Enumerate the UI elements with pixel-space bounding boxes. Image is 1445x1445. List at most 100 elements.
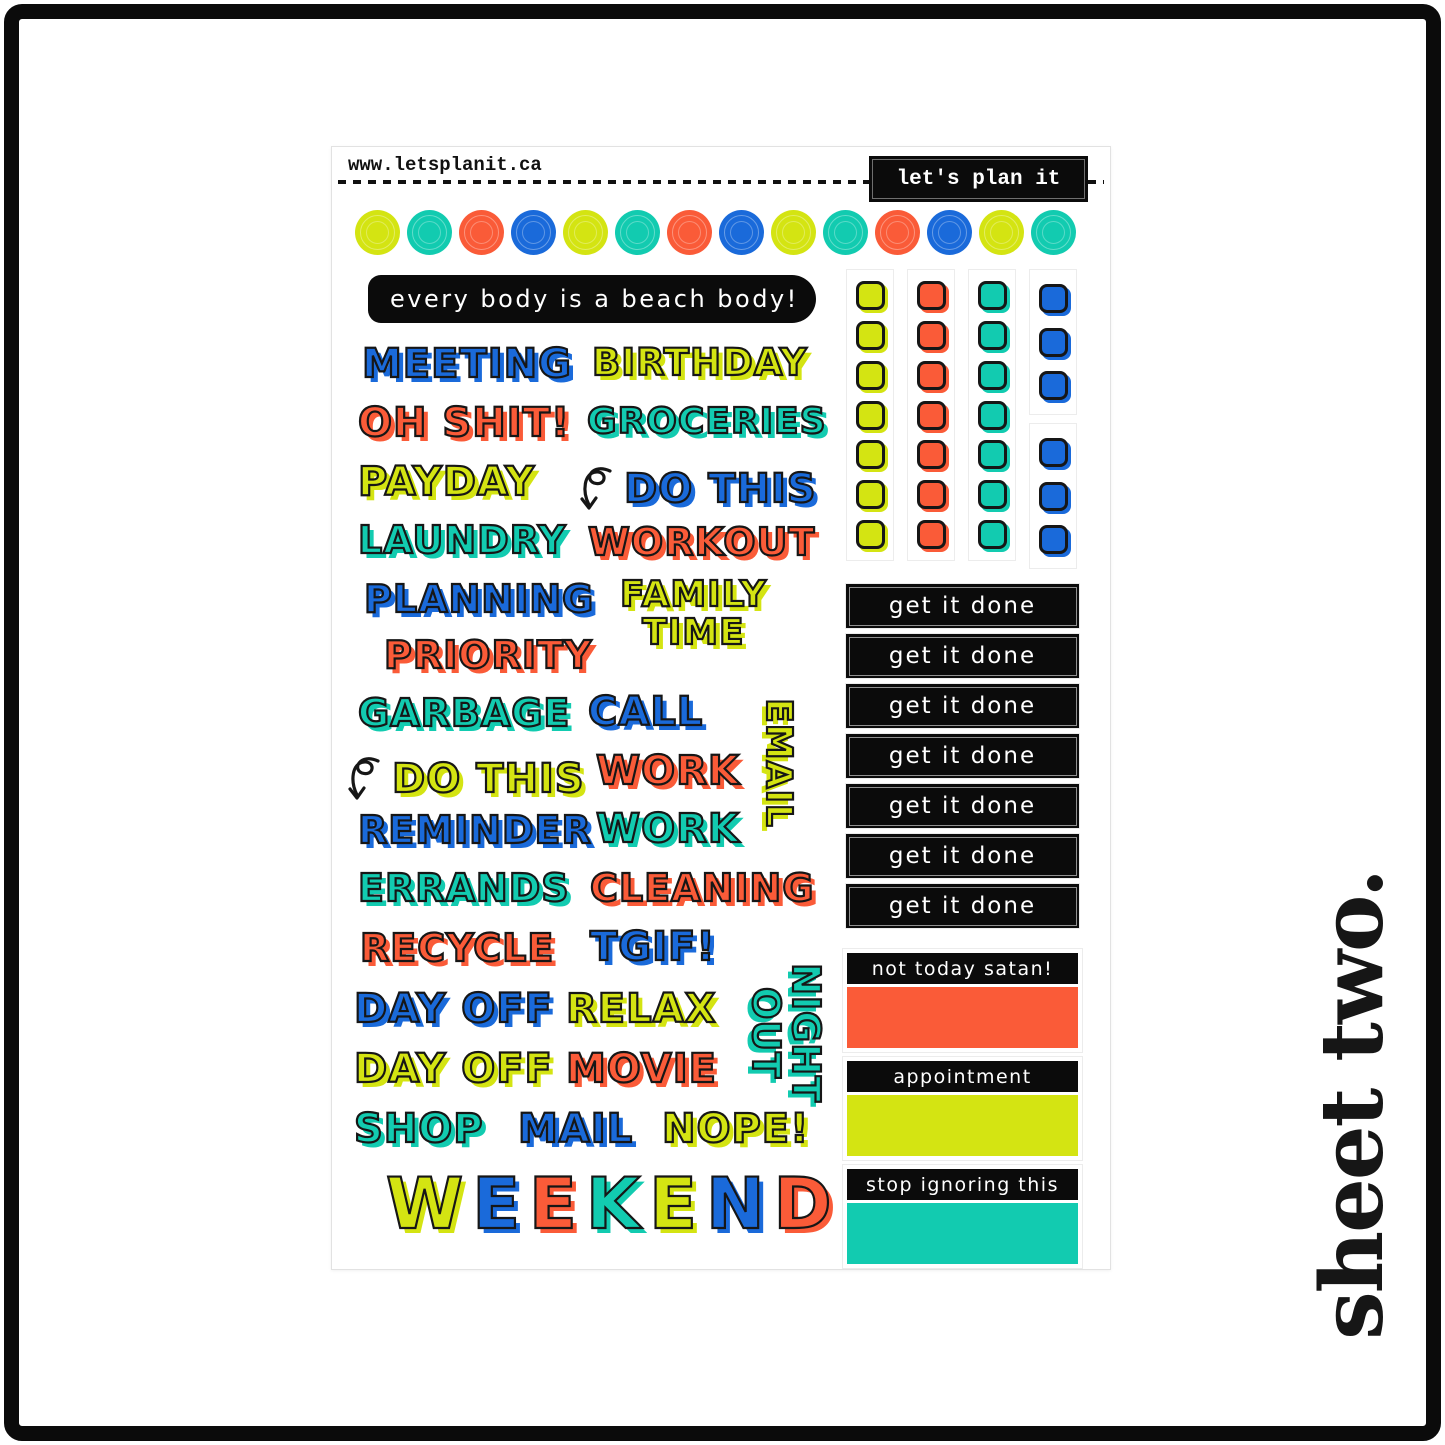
checkbox-sticker-orange [916,360,946,390]
checkbox-sticker-lime [855,280,885,310]
word-text: NOPE! [661,1106,810,1152]
quote-banner-text: every body is a beach body! [390,285,799,313]
checkbox-sticker-blue [1038,284,1068,314]
checkbox-sticker-orange [916,400,946,430]
word-text: CALL [587,689,704,735]
dot-sticker-orange [667,210,712,255]
color-box-sticker-lime [847,1095,1078,1156]
checkbox-sticker-orange [916,280,946,310]
label-block-header: appointment [847,1061,1078,1092]
letter-sticker: N [705,1163,766,1245]
color-box-sticker-orange [847,987,1078,1048]
label-block-stop-ignoring-this: stop ignoring this [842,1164,1083,1269]
word-sticker-priority: PRIORITY [383,633,593,677]
dot-sticker-orange [459,210,504,255]
word-sticker-day-off: DAY OFF [353,986,553,1032]
checkbox-sticker-teal [977,320,1007,350]
get-it-done-bar: get it done [846,884,1079,928]
word-sticker-oh-shit: OH SHIT! [357,400,571,446]
dot-sticker-lime [979,210,1024,255]
letter-sticker: E [528,1163,578,1245]
get-it-done-bar: get it done [846,634,1079,678]
word-text: MAIL [517,1106,634,1152]
letter-sticker: W [385,1163,465,1245]
site-url: www.letsplanit.ca [348,154,542,176]
checkbox-sticker-lime [855,320,885,350]
word-sticker-do-this: DO THIS [578,463,817,515]
checkbox-sticker-lime [855,520,885,550]
get-it-done-text: get it done [888,843,1037,869]
brand-label-box: let's plan it [869,156,1088,202]
checkbox-sticker-blue [1038,481,1068,511]
checkbox-sticker-blue [1038,524,1068,554]
word-text: OH SHIT! [357,400,571,446]
letter-sticker: E [648,1163,698,1245]
dot-sticker-teal [1031,210,1076,255]
word-sticker-night-out: NIGHT OUT [741,933,831,1133]
word-line: FAMILY [619,574,767,615]
word-text: DO THIS [391,756,585,802]
word-sticker-workout: WORKOUT [587,520,816,564]
word-text: GROCERIES [586,401,827,442]
word-text: TGIF! [589,924,716,970]
word-sticker-family-time: FAMILY TIME [619,574,767,653]
word-text: PRIORITY [383,633,593,677]
dashed-divider [338,180,1104,184]
word-text: DAY OFF [353,986,553,1032]
checkbox-sticker-lime [855,360,885,390]
checkbox-sticker-lime [855,440,885,470]
word-text: EMAIL [757,697,800,829]
word-text: WORK [595,748,740,794]
word-sticker-cleaning: CLEANING [589,866,815,910]
checkbox-strip-lime [846,269,894,561]
word-text: LAUNDRY [357,518,567,562]
checkbox-sticker-teal [977,280,1007,310]
word-text: MOVIE [565,1046,717,1092]
word-line: TIME [641,612,745,653]
label-block-appointment: appointment [842,1056,1083,1161]
checkbox-strip-blue [1029,269,1077,415]
word-sticker-work: WORK [595,808,740,850]
word-sticker-reminder: REMINDER [357,808,592,852]
brand-label: let's plan it [896,167,1061,191]
word-sticker-planning: PLANNING [363,579,594,619]
checkbox-sticker-orange [916,320,946,350]
word-sticker-day-off: DAY OFF [353,1046,553,1092]
checkbox-sticker-orange [916,440,946,470]
label-block-text: stop ignoring this [866,1173,1059,1196]
checkbox-sticker-orange [916,520,946,550]
checkbox-sticker-blue [1038,438,1068,468]
sheet-number-label: sheet two. [1301,870,1403,1340]
get-it-done-bar: get it done [846,684,1079,728]
quote-banner-sticker: every body is a beach body! [368,275,816,323]
label-block-text: not today satan! [871,957,1054,980]
word-sticker-mail: MAIL [517,1106,634,1152]
word-sticker-email: EMAIL [755,693,801,833]
dot-sticker-teal [615,210,660,255]
word-sticker-groceries: GROCERIES [586,401,827,442]
dot-stickers-row [355,210,1076,255]
word-sticker-movie: MOVIE [565,1046,717,1092]
dot-sticker-lime [355,210,400,255]
word-sticker-relax: RELAX [565,988,717,1030]
checkbox-sticker-blue [1038,370,1068,400]
letter-sticker: K [585,1163,642,1245]
get-it-done-bar: get it done [846,834,1079,878]
word-text: BIRTHDAY [591,341,808,384]
word-sticker-meeting: MEETING [361,343,572,385]
curly-arrow-icon [580,467,612,510]
word-sticker-nope: NOPE! [661,1106,810,1152]
checkbox-sticker-lime [855,400,885,430]
word-text: DAY OFF [353,1046,553,1092]
letter-sticker: D [772,1163,833,1245]
word-text: WORKOUT [587,520,816,564]
word-sticker-shop: SHOP [353,1108,484,1150]
get-it-done-text: get it done [888,643,1037,669]
get-it-done-text: get it done [888,893,1037,919]
word-text: REMINDER [357,808,592,852]
color-box-sticker-teal [847,1203,1078,1264]
word-text: CLEANING [589,866,815,910]
get-it-done-bar: get it done [846,584,1079,628]
checkbox-sticker-teal [977,520,1007,550]
